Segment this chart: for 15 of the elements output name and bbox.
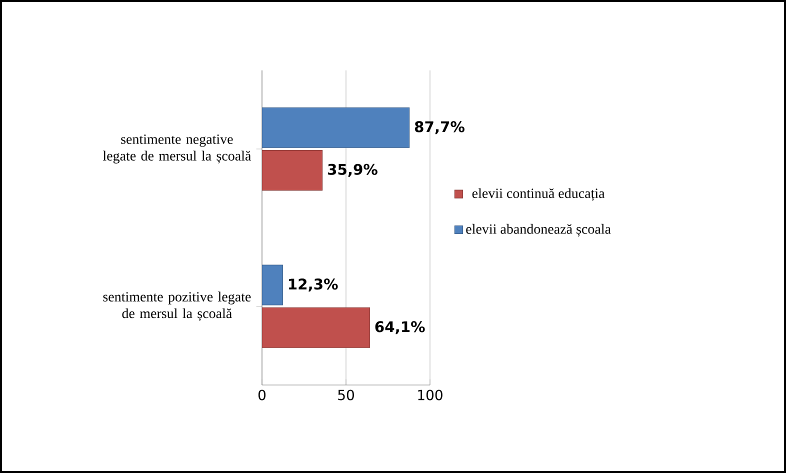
x-tick-label: 0 [258,390,266,400]
x-tick-label: 100 [418,390,442,400]
bar [262,150,323,191]
data-label: 12,3% [289,278,338,292]
y-tick-label: sentimente pozitive legate de mersul la școală [103,292,251,321]
data-label: 87,7% [414,121,464,134]
data-label: 64,1% [375,321,425,334]
y-tick-label: sentimente negative legate de mersul la școală [102,134,252,164]
bar [262,264,283,306]
legend-label: elevii abandonează școala [466,224,611,237]
x-tick-label: 50 [338,390,354,400]
bar [262,107,410,148]
legend-label: elevii continuă educația [472,188,605,201]
data-label: 35,9% [328,164,378,177]
bar [262,307,370,348]
